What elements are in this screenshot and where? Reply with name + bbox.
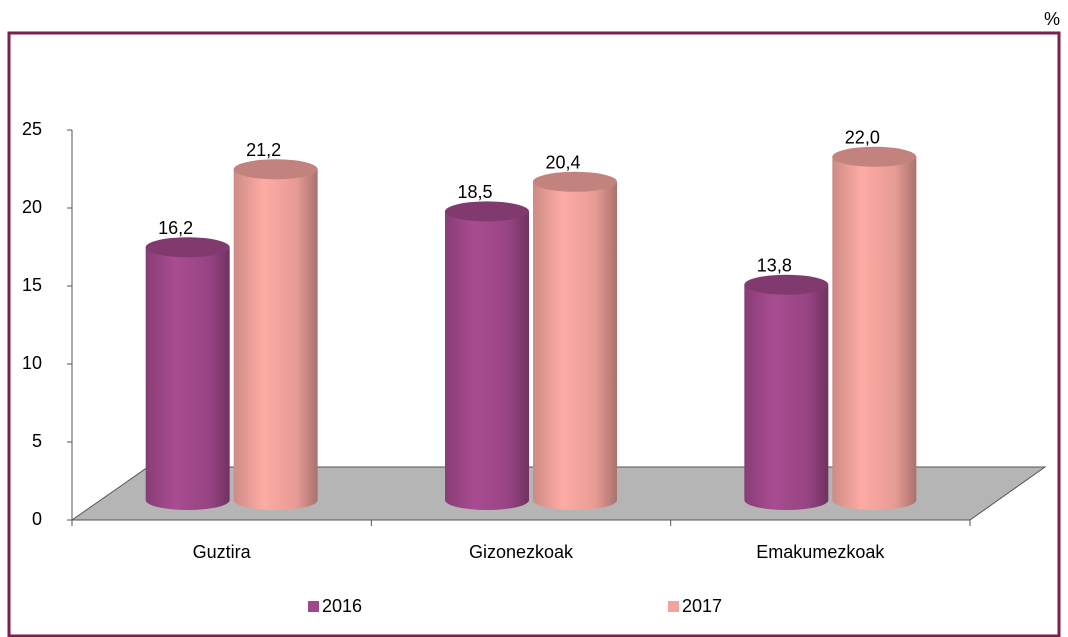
x-tick-label: Guztira <box>193 542 252 562</box>
value-label: 20,4 <box>545 153 580 173</box>
unit-label: % <box>1044 9 1060 29</box>
bar-top <box>445 201 529 222</box>
bar-top <box>145 237 230 258</box>
legend-swatch <box>668 601 679 612</box>
bar <box>744 284 829 510</box>
value-label: 22,0 <box>845 128 880 148</box>
bar <box>533 181 617 510</box>
bar <box>233 169 318 510</box>
y-tick-label: 0 <box>32 509 42 529</box>
chart-frame <box>7 31 1061 637</box>
bar-top <box>533 171 617 192</box>
y-tick-label: 5 <box>32 431 42 451</box>
bar-top <box>233 159 318 180</box>
y-tick-label: 20 <box>22 197 42 217</box>
bar <box>445 211 529 510</box>
bar-top <box>744 274 829 295</box>
x-tick-label: Emakumezkoak <box>756 542 885 562</box>
bar <box>832 156 917 511</box>
value-label: 18,5 <box>457 182 492 202</box>
legend-label: 2017 <box>682 596 722 616</box>
x-tick-label: Gizonezkoak <box>469 542 574 562</box>
value-label: 21,2 <box>246 140 281 160</box>
y-tick-label: 15 <box>22 275 42 295</box>
legend-swatch <box>308 601 319 612</box>
y-tick-label: 25 <box>22 119 42 139</box>
value-label: 13,8 <box>757 255 792 275</box>
value-label: 16,2 <box>158 218 193 238</box>
bar-top <box>832 146 917 167</box>
y-tick-label: 10 <box>22 353 42 373</box>
legend-label: 2016 <box>322 596 362 616</box>
bar <box>145 247 230 510</box>
